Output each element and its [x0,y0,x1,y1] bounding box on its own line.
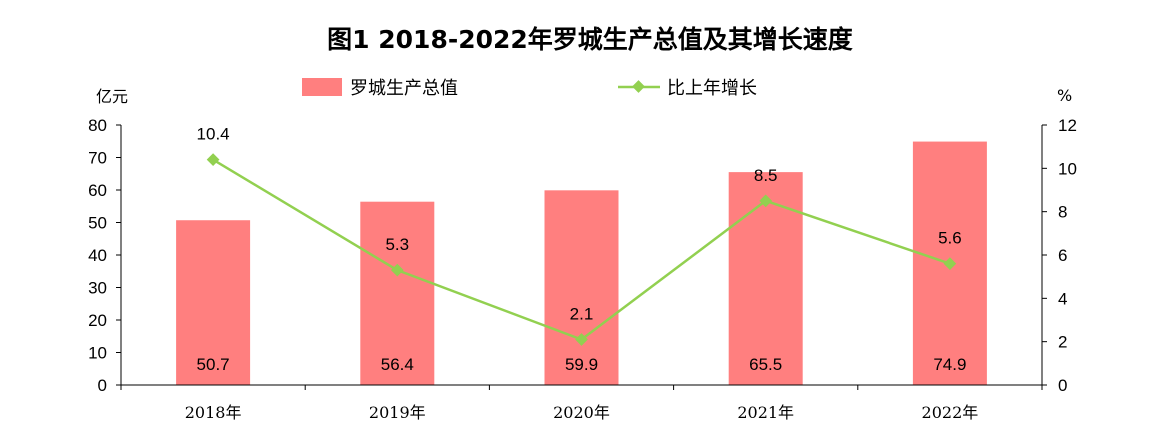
right-tick-label: 2 [1058,333,1067,352]
bar [360,201,435,385]
growth-value-label: 10.4 [197,125,230,144]
left-tick-label: 40 [88,246,107,265]
chart-title: 图1 2018-2022年罗城生产总值及其增长速度 [327,25,853,54]
growth-value-label: 8.5 [754,166,778,185]
bar [728,172,803,385]
x-tick-label: 2020年 [553,403,610,422]
growth-marker [390,263,404,277]
bar-value-label: 74.9 [933,355,966,374]
bar-value-label: 56.4 [381,355,414,374]
right-tick-label: 10 [1058,159,1077,178]
x-tick-label: 2022年 [922,403,979,422]
growth-value-label: 5.6 [938,229,962,248]
bar [176,220,251,385]
left-tick-label: 20 [88,311,107,330]
bar-value-label: 50.7 [197,355,230,374]
right-tick-label: 4 [1058,289,1067,308]
growth-value-label: 5.3 [385,235,409,254]
x-tick-label: 2018年 [185,403,242,422]
legend-bar-label: 罗城生产总值 [350,78,458,99]
right-axis-unit: % [1057,86,1072,105]
left-tick-label: 0 [98,376,107,395]
growth-value-label: 2.1 [570,305,594,324]
bar [544,190,619,385]
legend-bar-swatch [302,78,342,96]
legend-line-label: 比上年增长 [667,78,757,99]
right-tick-label: 12 [1058,116,1077,135]
growth-marker [206,153,220,167]
left-tick-label: 10 [88,344,107,363]
x-tick-label: 2021年 [737,403,794,422]
left-tick-label: 80 [88,116,107,135]
legend-line-marker [632,80,645,93]
left-tick-label: 70 [88,149,107,168]
left-axis-unit: 亿元 [96,87,128,106]
left-tick-label: 30 [88,279,107,298]
left-tick-label: 60 [88,181,107,200]
x-tick-label: 2019年 [369,403,426,422]
right-tick-label: 6 [1058,246,1067,265]
left-tick-label: 50 [88,214,107,233]
bar-value-label: 65.5 [749,355,782,374]
right-tick-label: 0 [1058,376,1067,395]
plot-area: 0 10 20 30 40 50 60 70 80 0 2 4 6 8 10 12 2018年 2019年 2020… [88,116,1077,422]
right-tick-label: 8 [1058,203,1067,222]
bar-value-label: 59.9 [565,355,598,374]
legend: 罗城生产总值 比上年增长 [302,78,757,99]
